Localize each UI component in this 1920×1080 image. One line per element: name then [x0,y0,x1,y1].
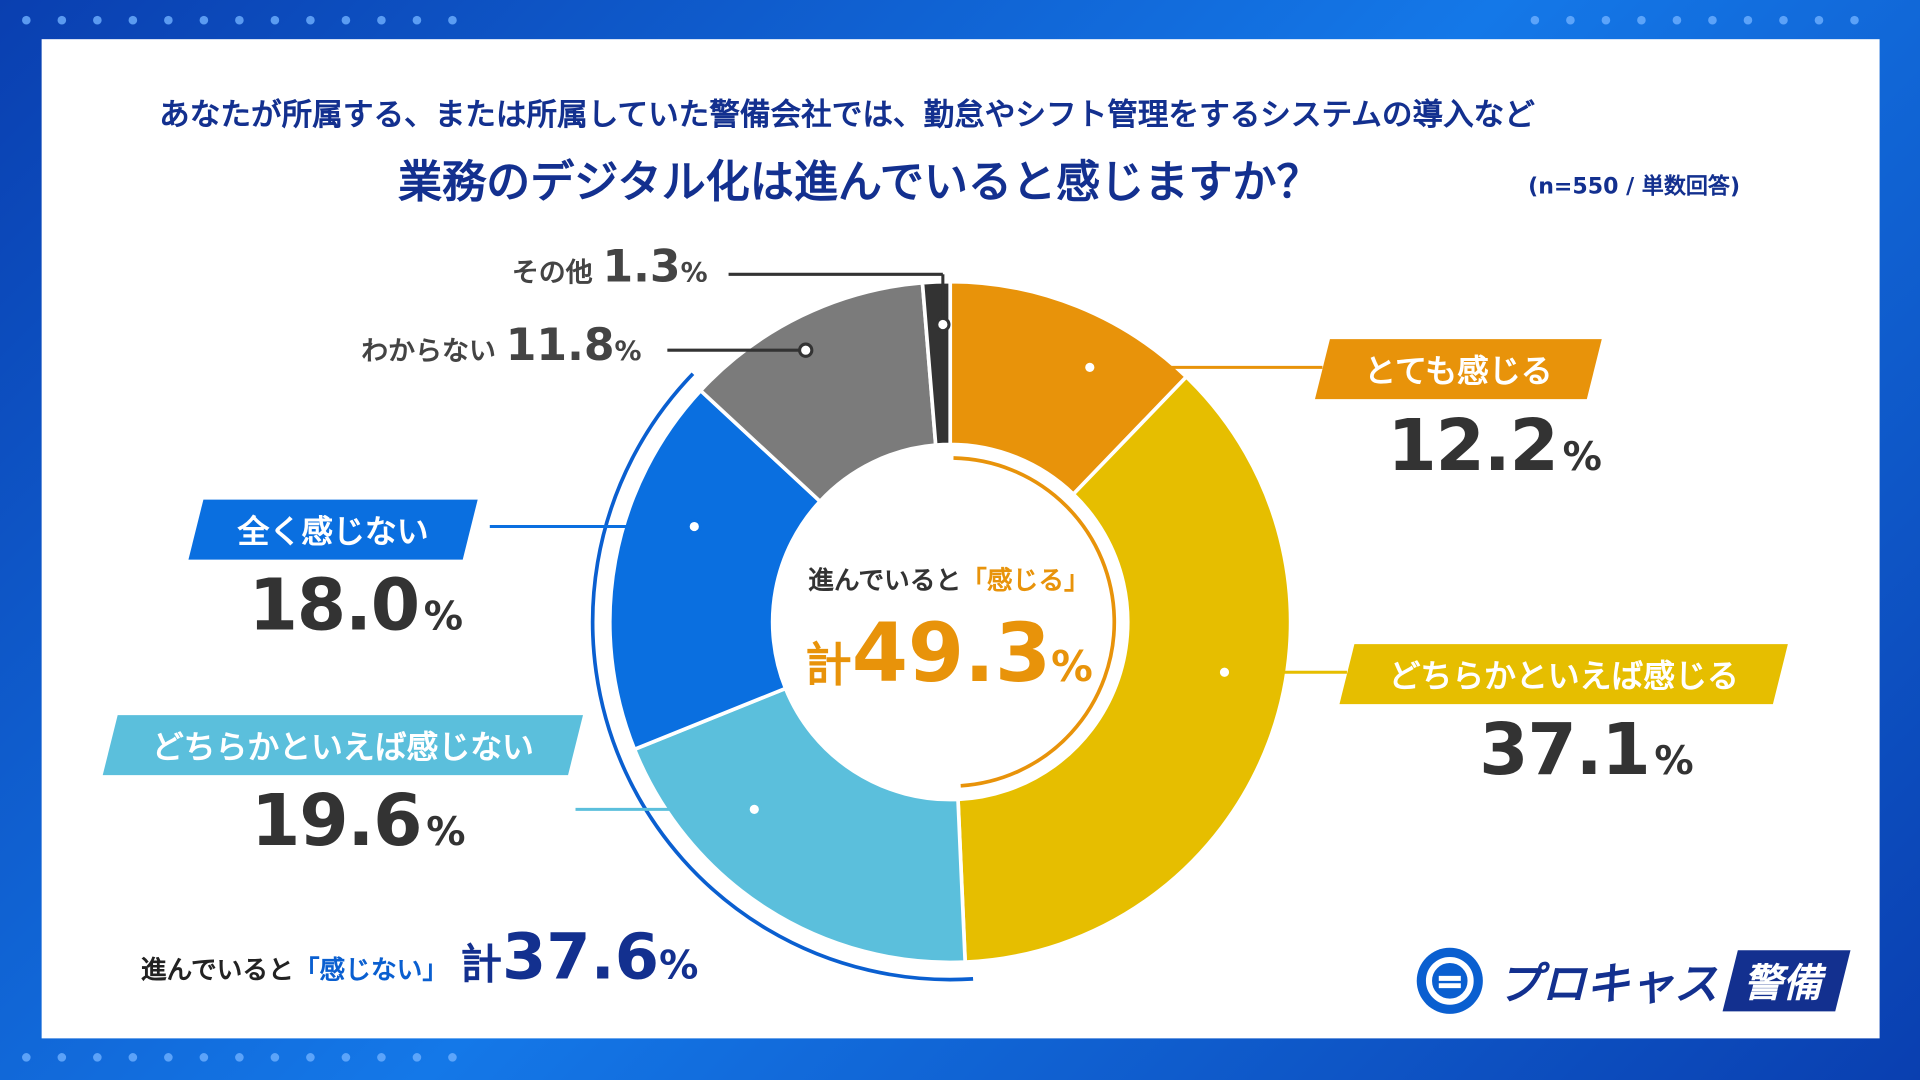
unit: % [614,336,642,368]
value-label-1: 37.1% [1479,707,1693,792]
unit: % [1562,433,1602,481]
label-tag-2: どちらかといえば感じない [102,715,584,776]
donut-slice-1 [956,374,1293,965]
value-label-0: 12.2% [1387,404,1602,488]
logo-icon [1416,947,1483,1014]
leader-dot-2 [746,801,762,818]
center-label: 進んでいると「感じる」 [771,561,1126,598]
leader-dot-5 [935,316,951,333]
unit: % [426,808,465,855]
value: 12.2 [1387,404,1559,488]
label-text: その他 [511,258,593,289]
bottom-label-quote: 「感じない」 [293,955,449,985]
donut-slice-2 [632,686,968,965]
center-total-value: 49.3 [851,606,1052,701]
question-line1: あなたが所属する、または所属していた警備会社では、勤怠やシフト管理をするシステム… [159,96,1535,133]
bottom-total: 進んでいると「感じない」 計37.6% [141,921,699,994]
logo-badge: 警備 [1722,950,1851,1012]
value-label-4: わからない 11.8% [361,321,641,371]
label-tag-3: 全く感じない [188,499,478,560]
unit: % [423,592,463,640]
leader-dot-0 [1082,359,1098,376]
donut-slice-4 [698,280,938,504]
value-label-5: その他 1.3% [512,242,708,292]
label-tag-0: とても感じる [1314,339,1602,400]
decor-dots [22,1053,457,1062]
leader-dot-1 [1216,664,1233,680]
label-tag-1: どちらかといえば感じる [1339,644,1788,705]
bottom-total-unit: % [659,941,699,989]
value: 37.1 [1479,707,1651,792]
label-text: とても感じる [1364,353,1553,391]
value-label-2: 19.6% [251,778,465,863]
label-text: どちらかといえば感じない [151,729,534,767]
sample-note: (n=550 / 単数回答) [1528,173,1741,200]
label-text: どちらかといえば感じる [1388,658,1739,696]
logo: プロキャス 警備 [1414,945,1851,1016]
leader-dot-3 [686,518,702,535]
label-text: 全く感じない [237,514,429,552]
center-total-unit: % [1051,642,1093,692]
center-total-prefix: 計 [805,637,852,692]
center-total: 計49.3% [771,606,1126,700]
leader-dot-4 [798,342,814,358]
value: 19.6 [251,778,423,863]
decor-dots [22,15,457,25]
disagree-bracket-arc [590,372,974,982]
logo-text: プロキャス [1497,960,1718,1011]
bottom-total-value: 37.6 [501,920,660,995]
bottom-total-prefix: 計 [460,940,502,990]
center-label-quote: 「感じる」 [961,565,1090,596]
donut-slice-3 [607,387,823,752]
question-title: 業務のデジタル化は進んでいると感じますか？ [397,157,1321,209]
unit: % [680,258,708,289]
center-label-prefix: 進んでいると [808,565,962,596]
bottom-label-prefix: 進んでいると [140,955,294,985]
value: 18.0 [248,563,421,647]
agree-bracket-arc [953,456,1117,788]
value-label-3: 18.0% [248,563,463,647]
value: 1.3 [602,242,681,293]
label-text: わからない [361,336,496,368]
decor-dots [1530,15,1859,25]
unit: % [1654,737,1693,784]
value: 11.8 [505,320,615,372]
